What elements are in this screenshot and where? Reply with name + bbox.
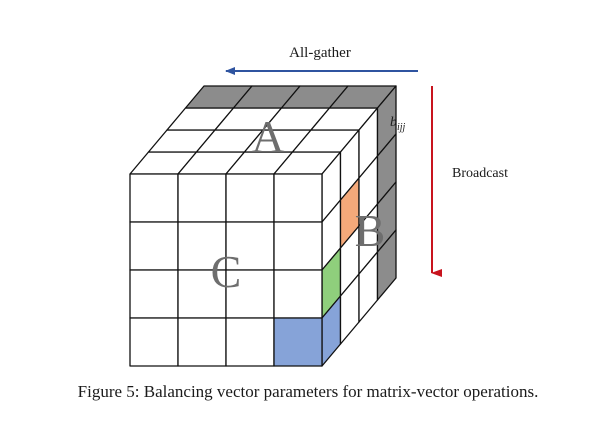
front-cell xyxy=(273,269,323,319)
cube-front-face xyxy=(129,173,323,367)
figure-caption: Figure 5: Balancing vector parameters fo… xyxy=(77,382,539,401)
front-cell xyxy=(177,317,227,367)
front-cell xyxy=(177,173,227,223)
face-label-b: B xyxy=(355,205,386,256)
cube-right-face xyxy=(321,85,397,367)
front-cell xyxy=(273,173,323,223)
right-cell xyxy=(376,229,397,301)
front-cell xyxy=(225,173,275,223)
front-cell xyxy=(129,269,179,319)
element-label-base: b xyxy=(390,115,397,130)
element-label: bijj xyxy=(390,115,406,133)
face-label-a: A xyxy=(251,111,284,162)
front-cell xyxy=(129,317,179,367)
front-cell xyxy=(225,317,275,367)
front-cell xyxy=(129,173,179,223)
front-cell xyxy=(129,221,179,271)
element-label-sub: ijj xyxy=(397,122,406,133)
face-label-c: C xyxy=(211,246,242,297)
front-cell xyxy=(273,317,323,367)
broadcast-label: Broadcast xyxy=(452,166,508,181)
front-cell xyxy=(273,221,323,271)
all-gather-label: All-gather xyxy=(289,45,351,61)
